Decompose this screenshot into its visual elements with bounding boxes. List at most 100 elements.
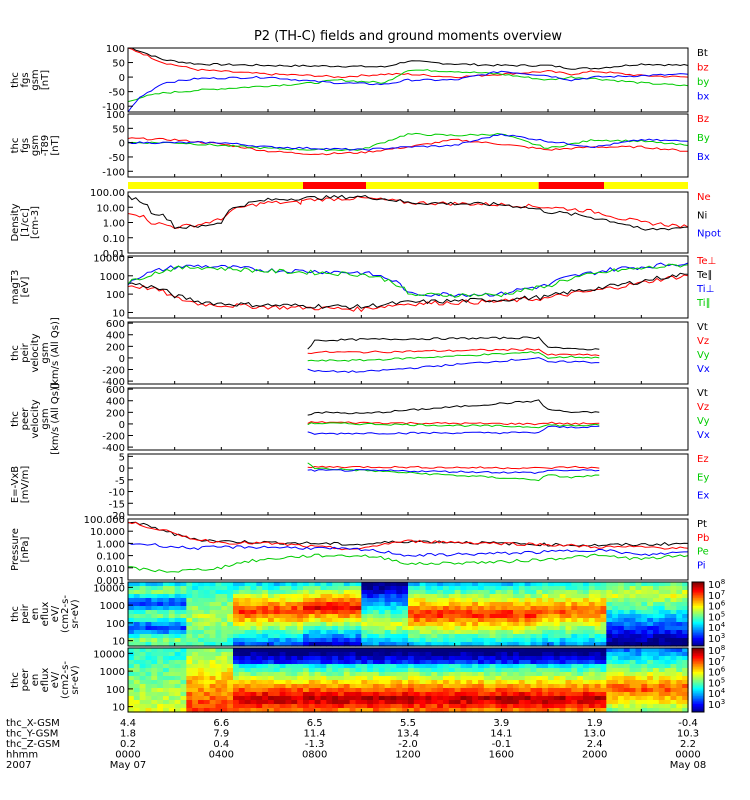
spectrogram-cell bbox=[227, 642, 234, 647]
spectrogram-cell bbox=[664, 684, 672, 689]
y-tick-label: -100 bbox=[102, 102, 125, 113]
spectrogram-cell bbox=[378, 594, 386, 599]
spectrogram-cell bbox=[273, 688, 281, 693]
y-axis-label: [mV/m] bbox=[20, 466, 31, 504]
spectrogram-cell bbox=[145, 594, 152, 599]
spectrogram-cell bbox=[606, 626, 613, 631]
spectrogram-cell bbox=[227, 626, 234, 631]
spectrogram-cell bbox=[203, 680, 211, 685]
spectrogram-cell bbox=[186, 582, 193, 587]
spectrogram-cell bbox=[244, 664, 252, 669]
spectrogram-cell bbox=[489, 652, 497, 657]
spectrogram-cell bbox=[583, 642, 590, 647]
spectrogram-cell bbox=[192, 684, 199, 689]
spectrogram-cell bbox=[373, 586, 380, 591]
spectrogram-cell bbox=[495, 684, 502, 689]
spectrogram-cell bbox=[553, 630, 561, 635]
spectrogram-cell bbox=[279, 704, 287, 709]
spectrogram-cell bbox=[233, 680, 240, 685]
y-axis-label: [cm-3] bbox=[30, 206, 41, 239]
spectrogram-cell bbox=[203, 652, 211, 657]
spectrogram-cell bbox=[606, 614, 613, 619]
spectrogram-cell bbox=[367, 626, 374, 631]
spectrogram-cell bbox=[641, 626, 648, 631]
spectrogram-cell bbox=[478, 642, 485, 647]
spectrogram-cell bbox=[390, 648, 397, 653]
spectrogram-cell bbox=[466, 652, 473, 657]
spectrogram-cell bbox=[332, 606, 339, 611]
y-axis-label: (cm2-s- bbox=[60, 661, 71, 699]
spectrogram-cell bbox=[682, 656, 689, 661]
spectrogram-cell bbox=[250, 586, 257, 591]
spectrogram-cell bbox=[163, 614, 170, 619]
spectrogram-cell bbox=[343, 692, 351, 697]
spectrogram-cell bbox=[577, 598, 584, 603]
spectrogram-cell bbox=[460, 602, 467, 607]
spectrogram-cell bbox=[443, 692, 450, 697]
y-tick-label: -100 bbox=[102, 167, 125, 178]
spectrogram-cell bbox=[518, 598, 526, 603]
spectrogram-cell bbox=[577, 610, 584, 615]
spectrogram-cell bbox=[437, 688, 444, 693]
spectrogram-cell bbox=[577, 652, 584, 657]
spectrogram-cell bbox=[495, 660, 502, 665]
spectrogram-cell bbox=[262, 684, 269, 689]
spectrogram-cell bbox=[151, 656, 158, 661]
spectrogram-cell bbox=[588, 606, 596, 611]
spectrogram-cell bbox=[431, 638, 438, 643]
spectrogram-cell bbox=[133, 672, 141, 677]
spectrogram-cell bbox=[588, 638, 596, 643]
spectrogram-cell bbox=[571, 594, 578, 599]
spectrogram-cell bbox=[600, 704, 607, 709]
spectrogram-cell bbox=[203, 676, 211, 681]
spectrogram-cell bbox=[641, 586, 648, 591]
spectrogram-cell bbox=[192, 704, 199, 709]
spectrogram-cell bbox=[320, 594, 327, 599]
colorbar-frame bbox=[691, 581, 705, 647]
spectrogram-cell bbox=[658, 602, 666, 607]
spectrogram-cell bbox=[233, 638, 240, 643]
spectrogram-cell bbox=[629, 594, 637, 599]
spectrogram-cell bbox=[361, 696, 368, 701]
spectrogram-cell bbox=[513, 688, 520, 693]
ephemeris-value: 6.6 bbox=[213, 718, 229, 729]
spectrogram-cell bbox=[682, 652, 689, 657]
spectrogram-cell bbox=[425, 634, 432, 639]
spectrogram-cell bbox=[647, 680, 654, 685]
spectrogram-cell bbox=[501, 676, 508, 681]
spectrogram-cell bbox=[466, 602, 473, 607]
spectrogram-cell bbox=[355, 582, 362, 587]
spectrogram-cell bbox=[472, 684, 479, 689]
y-axis-label: [nPa] bbox=[20, 536, 31, 562]
spectrogram-cell bbox=[635, 680, 642, 685]
spectrogram-cell bbox=[460, 672, 467, 677]
spectrogram-cell bbox=[332, 664, 339, 669]
spectrogram-cell bbox=[203, 582, 211, 587]
spectrogram-cell bbox=[390, 586, 397, 591]
spectrogram-cell bbox=[373, 676, 380, 681]
spectrogram-cell bbox=[577, 664, 584, 669]
spectrogram-cell bbox=[536, 590, 543, 595]
spectrogram-cell bbox=[308, 642, 316, 647]
spectrogram-cell bbox=[303, 668, 310, 673]
spectrogram-cell bbox=[139, 708, 147, 713]
spectrogram-cell bbox=[670, 610, 677, 615]
spectrogram-cell bbox=[489, 664, 497, 669]
colorbar-cell bbox=[692, 692, 704, 695]
spectrogram-cell bbox=[425, 638, 432, 643]
spectrogram-cell bbox=[279, 586, 287, 591]
spectrogram-cell bbox=[518, 704, 526, 709]
spectrogram-cell bbox=[454, 582, 462, 587]
spectrogram-cell bbox=[600, 598, 607, 603]
spectrogram-cell bbox=[594, 688, 602, 693]
spectrogram-cell bbox=[612, 602, 619, 607]
spectrogram-cell bbox=[145, 688, 152, 693]
spectrogram-cell bbox=[419, 684, 427, 689]
spectrogram-cell bbox=[530, 660, 537, 665]
spectrogram-cell bbox=[571, 660, 578, 665]
spectrogram-cell bbox=[641, 656, 648, 661]
spectrogram-cell bbox=[530, 626, 537, 631]
spectrogram-cell bbox=[408, 652, 415, 657]
spectrogram-cell bbox=[513, 642, 520, 647]
colorbar-cell bbox=[692, 623, 704, 626]
